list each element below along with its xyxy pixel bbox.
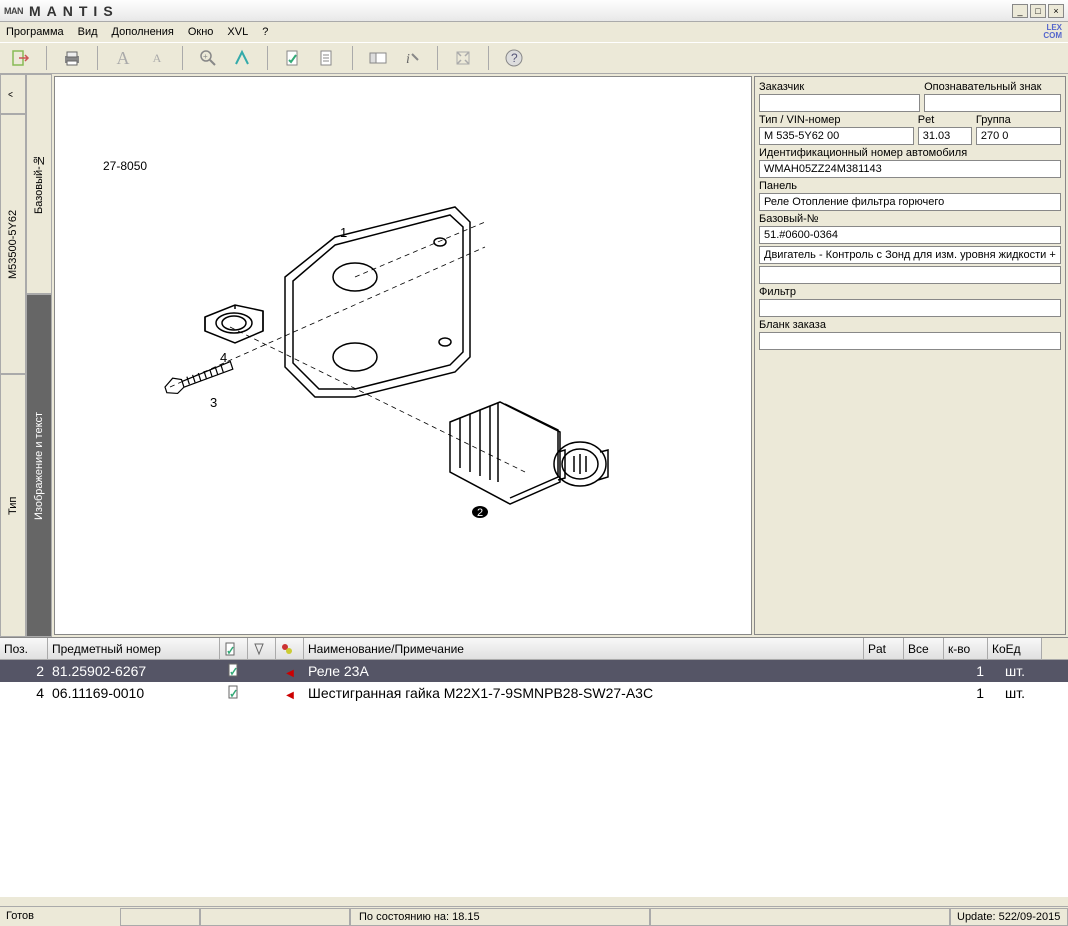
header-vse[interactable]: Все xyxy=(904,638,944,659)
callout-2: 2 xyxy=(477,507,483,519)
header-item[interactable]: Предметный номер xyxy=(48,638,220,659)
header-unit[interactable]: КоЕд xyxy=(988,638,1042,659)
header-icon3[interactable] xyxy=(276,638,304,659)
menu-addons[interactable]: Дополнения xyxy=(112,26,174,38)
marker-button[interactable] xyxy=(229,45,255,71)
field-base[interactable]: 51.#0600-0364 xyxy=(759,226,1061,244)
callout-1: 1 xyxy=(340,225,347,240)
logo: MAN xyxy=(4,6,23,16)
menu-view[interactable]: Вид xyxy=(78,26,98,38)
font-large-button[interactable]: A xyxy=(110,45,136,71)
callout-4: 4 xyxy=(220,350,227,365)
field-order[interactable] xyxy=(759,332,1061,350)
font-small-button[interactable]: A xyxy=(144,45,170,71)
vtab-type[interactable]: Тип xyxy=(0,374,26,637)
label-vin: Идентификационный номер автомобиля xyxy=(759,147,1061,159)
maximize-button[interactable]: □ xyxy=(1030,4,1046,18)
zoom-button[interactable]: + xyxy=(195,45,221,71)
main-area: ^ M53500-5Y62 Тип Базовый-№ Изображение … xyxy=(0,74,1068,637)
field-filter[interactable] xyxy=(759,299,1061,317)
status-ready: Готов xyxy=(0,908,120,926)
svg-text:+: + xyxy=(203,52,208,61)
vtab-up[interactable]: ^ xyxy=(0,74,26,114)
check-doc-button[interactable] xyxy=(280,45,306,71)
header-icon1[interactable] xyxy=(220,638,248,659)
doc-button[interactable] xyxy=(314,45,340,71)
lex-badge: LEXCOM xyxy=(1043,24,1062,40)
field-desc2[interactable] xyxy=(759,266,1061,284)
header-pat[interactable]: Pat xyxy=(864,638,904,659)
field-type[interactable]: M 535-5Y62 00 xyxy=(759,127,914,145)
field-customer[interactable] xyxy=(759,94,920,112)
card-button[interactable] xyxy=(365,45,391,71)
label-order: Бланк заказа xyxy=(759,319,1061,331)
status-state: По состоянию на: 18.15 xyxy=(350,908,650,926)
status-update: Update: 522/09-2015 xyxy=(950,908,1068,926)
app-title: MANTIS xyxy=(29,3,1012,19)
callout-3: 3 xyxy=(210,395,217,410)
status-seg2 xyxy=(120,908,200,926)
help-button[interactable]: ? xyxy=(501,45,527,71)
info-panel: Заказчик Опознавательный знак Тип / VIN-… xyxy=(754,76,1066,635)
info-button[interactable]: i xyxy=(399,45,425,71)
field-vin[interactable]: WMAH05ZZ24M381143 xyxy=(759,160,1061,178)
label-panel: Панель xyxy=(759,180,1061,192)
field-pet[interactable]: 31.03 xyxy=(918,127,972,145)
statusbar: Готов По состоянию на: 18.15 Update: 522… xyxy=(0,906,1068,926)
field-sign[interactable] xyxy=(924,94,1061,112)
menu-program[interactable]: Программа xyxy=(6,26,64,38)
label-group: Группа xyxy=(976,114,1061,126)
minimize-button[interactable]: _ xyxy=(1012,4,1028,18)
field-desc[interactable]: Двигатель - Контроль с Зонд для изм. уро… xyxy=(759,246,1061,264)
diagram-viewer[interactable]: 27-8050 xyxy=(54,76,752,635)
expand-button[interactable] xyxy=(450,45,476,71)
header-name[interactable]: Наименование/Примечание xyxy=(304,638,864,659)
label-pet: Pet xyxy=(918,114,972,126)
header-icon2[interactable] xyxy=(248,638,276,659)
vtab-image-text[interactable]: Изображение и текст xyxy=(26,294,52,637)
menubar: Программа Вид Дополнения Окно XVL ? xyxy=(0,22,1068,42)
label-base: Базовый-№ xyxy=(759,213,1061,225)
status-seg5 xyxy=(650,908,950,926)
table-row[interactable]: 406.11169-0010◀Шестигранная гайка M22X1-… xyxy=(0,682,1068,704)
close-button[interactable]: × xyxy=(1048,4,1064,18)
label-customer: Заказчик xyxy=(759,81,920,93)
vertical-tabs: ^ M53500-5Y62 Тип Базовый-№ Изображение … xyxy=(0,74,52,637)
print-button[interactable] xyxy=(59,45,85,71)
svg-text:?: ? xyxy=(511,51,518,65)
header-qty[interactable]: к-во xyxy=(944,638,988,659)
menu-help[interactable]: ? xyxy=(262,26,268,38)
table-row[interactable]: 281.25902-6267◀Реле 23A1шт. xyxy=(0,660,1068,682)
svg-text:i: i xyxy=(406,52,410,67)
header-pos[interactable]: Поз. xyxy=(0,638,48,659)
table-header: Поз. Предметный номер Наименование/Приме… xyxy=(0,638,1068,660)
status-seg3 xyxy=(200,908,350,926)
table-body: 281.25902-6267◀Реле 23A1шт.406.11169-001… xyxy=(0,660,1068,704)
menu-window[interactable]: Окно xyxy=(188,26,214,38)
vtab-model[interactable]: M53500-5Y62 xyxy=(0,114,26,374)
label-filter: Фильтр xyxy=(759,286,1061,298)
titlebar: MAN MANTIS _ □ × xyxy=(0,0,1068,22)
exit-button[interactable] xyxy=(8,45,34,71)
label-type: Тип / VIN-номер xyxy=(759,114,914,126)
field-panel[interactable]: Реле Отопление фильтра горючего xyxy=(759,193,1061,211)
vtab-base[interactable]: Базовый-№ xyxy=(26,74,52,294)
toolbar: A A + i ? xyxy=(0,42,1068,74)
parts-table: Поз. Предметный номер Наименование/Приме… xyxy=(0,637,1068,897)
menu-xvl[interactable]: XVL xyxy=(227,26,248,38)
label-sign: Опознавательный знак xyxy=(924,81,1061,93)
field-group[interactable]: 270 0 xyxy=(976,127,1061,145)
